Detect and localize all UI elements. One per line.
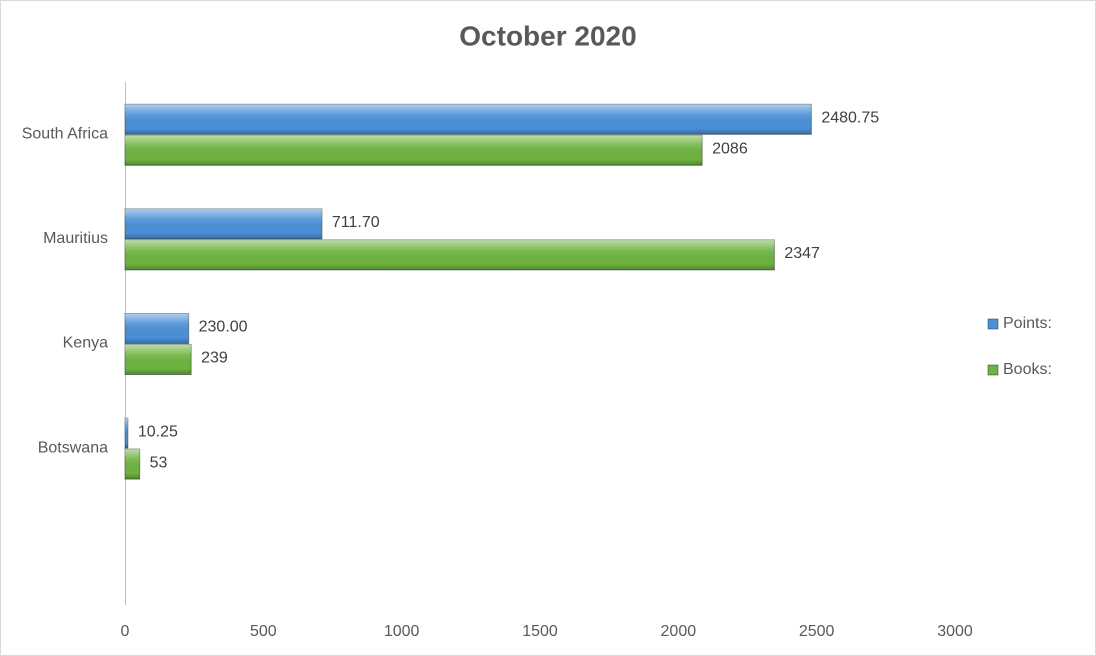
data-label: 2480.75 <box>821 110 879 127</box>
data-label: 2347 <box>784 245 820 262</box>
y-tick-label: South Africa <box>22 126 108 143</box>
y-tick-label: Mauritius <box>43 230 108 247</box>
x-tick-label: 1500 <box>522 623 558 640</box>
chart-title: October 2020 <box>459 20 636 51</box>
legend-label: Points: <box>1003 315 1052 332</box>
x-tick-label: 1000 <box>384 623 420 640</box>
data-label: 239 <box>201 350 228 367</box>
data-label: 711.70 <box>332 214 380 231</box>
y-tick-label: Kenya <box>63 335 108 352</box>
x-tick-label: 2000 <box>661 623 697 640</box>
bar-highlight <box>125 135 703 166</box>
data-label: 53 <box>150 454 168 471</box>
bar-highlight <box>125 418 128 449</box>
legend-label: Books: <box>1003 361 1052 378</box>
x-tick-label: 500 <box>250 623 277 640</box>
y-tick-label: Botswana <box>38 439 108 456</box>
bar-highlight <box>125 449 140 480</box>
data-label: 2086 <box>712 141 748 158</box>
legend-swatch <box>987 364 999 376</box>
x-tick-label: 3000 <box>937 623 973 640</box>
x-tick-label: 2500 <box>799 623 835 640</box>
bar-highlight <box>125 313 189 344</box>
data-label: 230.00 <box>199 319 248 336</box>
legend-swatch <box>987 318 999 330</box>
bar-highlight <box>125 344 192 375</box>
data-label: 10.25 <box>138 423 178 440</box>
bar-highlight <box>125 104 812 135</box>
bar-highlight <box>125 208 322 239</box>
x-tick-label: 0 <box>121 623 130 640</box>
bar-highlight <box>125 239 775 270</box>
